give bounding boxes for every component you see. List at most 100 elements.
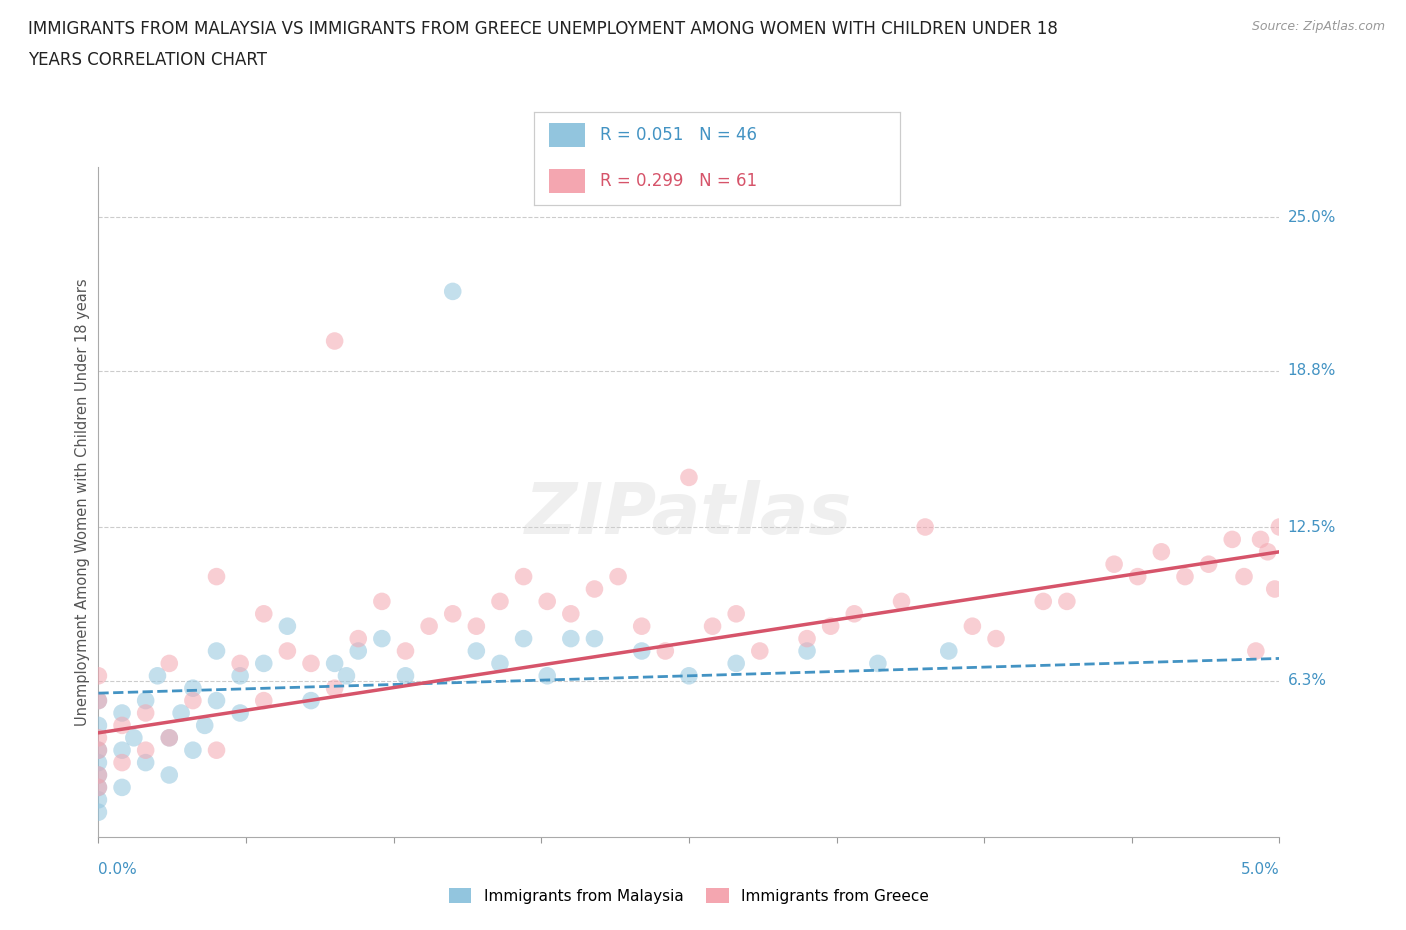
- Point: [323, 681, 346, 696]
- Point: [1126, 569, 1149, 584]
- Point: [489, 656, 512, 671]
- Point: [1233, 569, 1256, 584]
- Point: [1174, 569, 1197, 584]
- Point: [111, 755, 134, 770]
- Point: [678, 669, 700, 684]
- Point: [146, 669, 169, 684]
- Point: [1257, 544, 1279, 559]
- Point: [583, 581, 606, 596]
- Point: [205, 644, 228, 658]
- Point: [157, 730, 180, 745]
- Point: [87, 693, 110, 708]
- Point: [87, 743, 110, 758]
- Point: [465, 618, 488, 633]
- Point: [111, 780, 134, 795]
- Point: [229, 706, 252, 721]
- Point: [87, 767, 110, 782]
- Point: [1032, 594, 1054, 609]
- Point: [157, 730, 180, 745]
- Point: [394, 644, 416, 658]
- Point: [276, 618, 298, 633]
- Point: [205, 743, 228, 758]
- Point: [135, 706, 157, 721]
- Point: [866, 656, 889, 671]
- Point: [512, 569, 534, 584]
- Point: [536, 669, 558, 684]
- Point: [87, 804, 110, 819]
- Point: [111, 718, 134, 733]
- Legend: Immigrants from Malaysia, Immigrants from Greece: Immigrants from Malaysia, Immigrants fro…: [443, 882, 935, 910]
- Point: [560, 631, 582, 646]
- Point: [654, 644, 676, 658]
- Text: IMMIGRANTS FROM MALAYSIA VS IMMIGRANTS FROM GREECE UNEMPLOYMENT AMONG WOMEN WITH: IMMIGRANTS FROM MALAYSIA VS IMMIGRANTS F…: [28, 20, 1057, 38]
- Point: [984, 631, 1007, 646]
- Point: [229, 656, 252, 671]
- Point: [394, 669, 416, 684]
- Point: [702, 618, 724, 633]
- Point: [135, 693, 157, 708]
- Point: [87, 780, 110, 795]
- Point: [583, 631, 606, 646]
- Point: [1250, 532, 1272, 547]
- Point: [87, 730, 110, 745]
- Point: [512, 631, 534, 646]
- Text: 18.8%: 18.8%: [1288, 364, 1336, 379]
- Point: [205, 569, 228, 584]
- Point: [938, 644, 960, 658]
- Point: [276, 644, 298, 658]
- Point: [323, 656, 346, 671]
- Point: [347, 631, 370, 646]
- Text: 0.0%: 0.0%: [98, 862, 138, 877]
- Point: [914, 520, 936, 535]
- Point: [335, 669, 357, 684]
- Text: R = 0.051   N = 46: R = 0.051 N = 46: [600, 126, 756, 144]
- Point: [111, 706, 134, 721]
- Y-axis label: Unemployment Among Women with Children Under 18 years: Unemployment Among Women with Children U…: [75, 278, 90, 726]
- Point: [253, 693, 276, 708]
- Point: [1264, 581, 1286, 596]
- Point: [796, 631, 818, 646]
- Point: [1244, 644, 1267, 658]
- Point: [111, 743, 134, 758]
- Point: [87, 718, 110, 733]
- Point: [418, 618, 440, 633]
- Point: [1056, 594, 1078, 609]
- Point: [323, 334, 346, 349]
- Point: [181, 693, 204, 708]
- Point: [465, 644, 488, 658]
- Point: [630, 618, 652, 633]
- Text: 25.0%: 25.0%: [1288, 209, 1336, 224]
- Point: [1268, 520, 1291, 535]
- Point: [205, 693, 228, 708]
- Point: [725, 606, 748, 621]
- Point: [678, 470, 700, 485]
- Point: [1220, 532, 1243, 547]
- Point: [122, 730, 145, 745]
- Point: [87, 669, 110, 684]
- Point: [87, 755, 110, 770]
- Point: [299, 693, 322, 708]
- Text: R = 0.299   N = 61: R = 0.299 N = 61: [600, 172, 758, 191]
- Bar: [548, 169, 585, 193]
- Point: [890, 594, 912, 609]
- Text: 6.3%: 6.3%: [1288, 673, 1327, 688]
- Point: [181, 743, 204, 758]
- Text: 12.5%: 12.5%: [1288, 520, 1336, 535]
- Point: [441, 606, 464, 621]
- Point: [157, 656, 180, 671]
- Point: [181, 681, 204, 696]
- Point: [194, 718, 217, 733]
- Point: [253, 606, 276, 621]
- Point: [1150, 544, 1173, 559]
- Point: [441, 284, 464, 299]
- Point: [135, 755, 157, 770]
- Point: [87, 792, 110, 807]
- Point: [560, 606, 582, 621]
- Point: [630, 644, 652, 658]
- Text: ZIPatlas: ZIPatlas: [526, 480, 852, 549]
- Text: 5.0%: 5.0%: [1240, 862, 1279, 877]
- Point: [962, 618, 984, 633]
- Point: [607, 569, 630, 584]
- Text: YEARS CORRELATION CHART: YEARS CORRELATION CHART: [28, 51, 267, 69]
- Point: [371, 594, 394, 609]
